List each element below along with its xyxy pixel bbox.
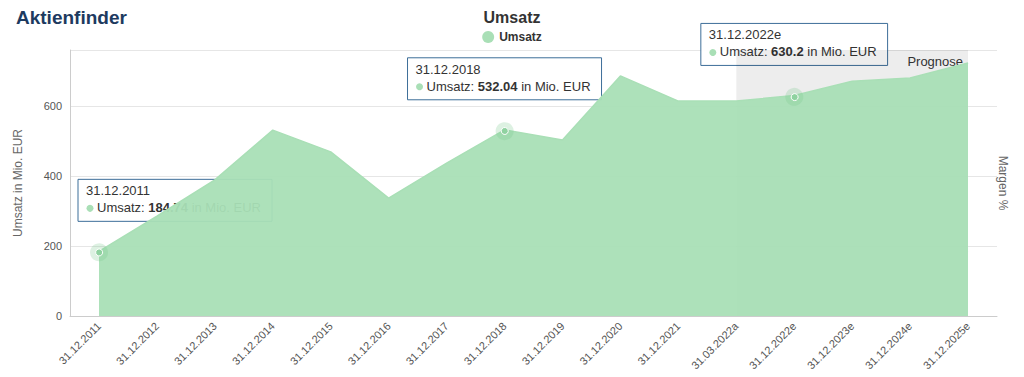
svg-text:31.12.2022e: 31.12.2022e — [747, 320, 799, 372]
svg-text:31.12.2022e: 31.12.2022e — [709, 27, 781, 42]
svg-text:Umsatz: Umsatz — [484, 9, 541, 26]
svg-text:31.12.2018: 31.12.2018 — [461, 320, 508, 367]
svg-text:Aktienfinder: Aktienfinder — [16, 7, 127, 28]
svg-text:0: 0 — [56, 310, 62, 322]
svg-text:600: 600 — [44, 100, 62, 112]
svg-text:Umsatz: Umsatz — [499, 30, 542, 44]
svg-text:Umsatz:: Umsatz: — [97, 200, 148, 215]
svg-text:in Mio. EUR: in Mio. EUR — [518, 79, 591, 94]
svg-text:31.12.2021: 31.12.2021 — [635, 320, 682, 367]
svg-text:31.12.2020: 31.12.2020 — [577, 320, 624, 367]
html-text:Umsatz: 630.2 in Mio. EUR: Umsatz: 630.2 in Mio. EUR — [719, 44, 877, 60]
svg-text:Umsatz:: Umsatz: — [427, 79, 478, 94]
svg-text:31.12.2014: 31.12.2014 — [230, 320, 277, 367]
svg-text:Umsatz in Mio. EUR: Umsatz in Mio. EUR — [11, 129, 25, 237]
svg-text:31.12.2011: 31.12.2011 — [86, 183, 150, 198]
svg-text:Margen %: Margen % — [996, 156, 1010, 211]
svg-text:400: 400 — [44, 170, 62, 182]
svg-text:31.12.2013: 31.12.2013 — [172, 320, 219, 367]
svg-text:31.12.2011: 31.12.2011 — [56, 320, 103, 367]
svg-text:200: 200 — [44, 240, 62, 252]
svg-text:Prognose: Prognose — [907, 54, 963, 69]
svg-text:31.12.2012: 31.12.2012 — [114, 320, 161, 367]
svg-text:31.12.2024e: 31.12.2024e — [863, 320, 915, 372]
html-text:184.74 in Mio. EUR: 184.74 in Mio. EUR — [148, 200, 261, 216]
svg-text:31.12.2016: 31.12.2016 — [346, 320, 393, 367]
svg-text:31.12.2023e: 31.12.2023e — [805, 320, 857, 372]
svg-text:31.12.2018: 31.12.2018 — [416, 62, 481, 77]
svg-text:31.12.2017: 31.12.2017 — [403, 320, 450, 367]
svg-text:532.04: 532.04 — [478, 79, 519, 94]
svg-text:31.12.2019: 31.12.2019 — [519, 320, 566, 367]
svg-text:31.12.2015: 31.12.2015 — [288, 320, 335, 367]
svg-text:31.12.2025e: 31.12.2025e — [921, 320, 973, 372]
svg-text:31.03.2022a: 31.03.2022a — [689, 319, 741, 371]
